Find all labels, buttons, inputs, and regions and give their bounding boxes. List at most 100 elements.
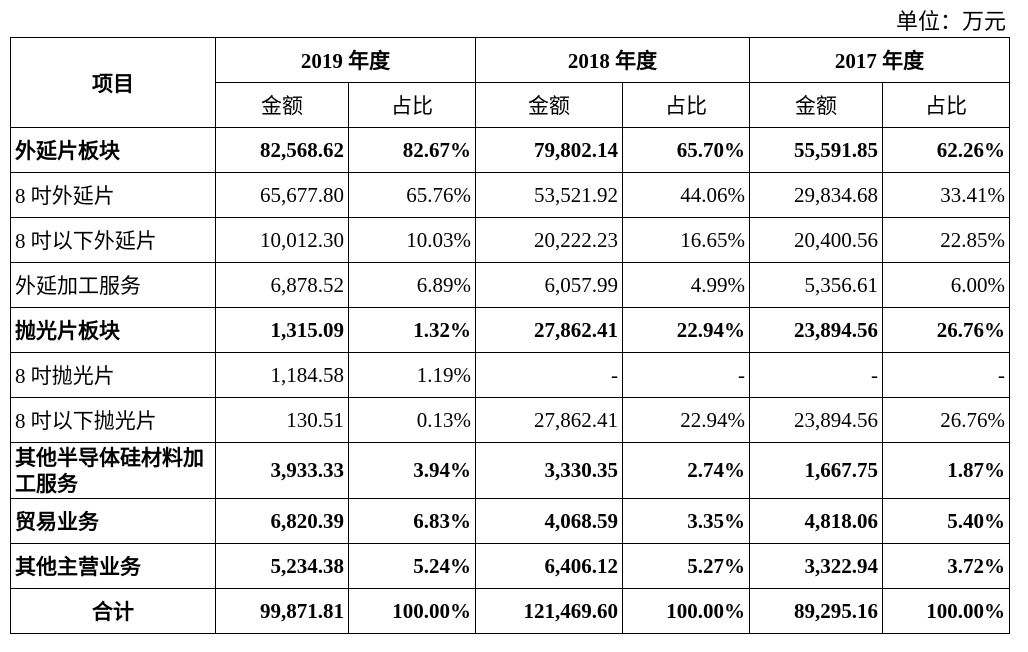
row-label: 8 吋外延片 bbox=[10, 172, 216, 218]
table-row: 其他主营业务 5,234.38 5.24% 6,406.12 5.27% 3,322.94… bbox=[10, 543, 1010, 589]
table-row: 8 吋以下抛光片 130.51 0.13% 27,862.41 22.94% 23,894… bbox=[10, 397, 1010, 443]
header-ratio: 占比 bbox=[348, 82, 476, 128]
amount-cell: 79,802.14 bbox=[475, 127, 623, 173]
ratio-cell: 3.94% bbox=[348, 442, 476, 499]
ratio-cell: 1.87% bbox=[882, 442, 1010, 499]
amount-cell: 121,469.60 bbox=[475, 588, 623, 634]
header-year-2019: 2019 年度 bbox=[215, 37, 476, 83]
revenue-table: 项目 2019 年度 2018 年度 2017 年度 金额 占比 金额 占比 金… bbox=[10, 37, 1010, 634]
ratio-cell: 0.13% bbox=[348, 397, 476, 443]
amount-cell: 82,568.62 bbox=[215, 127, 349, 173]
amount-cell: 27,862.41 bbox=[475, 397, 623, 443]
table-row: 抛光片板块 1,315.09 1.32% 27,862.41 22.94% 23,894.… bbox=[10, 307, 1010, 353]
amount-cell: 5,356.61 bbox=[749, 262, 883, 308]
ratio-cell: 44.06% bbox=[622, 172, 750, 218]
ratio-cell: 65.76% bbox=[348, 172, 476, 218]
header-amount: 金额 bbox=[475, 82, 623, 128]
header-amount: 金额 bbox=[215, 82, 349, 128]
amount-cell: 4,068.59 bbox=[475, 498, 623, 544]
amount-cell: 3,322.94 bbox=[749, 543, 883, 589]
ratio-cell: 5.27% bbox=[622, 543, 750, 589]
unit-label: 单位：万元 bbox=[895, 9, 1006, 34]
ratio-cell: 2.74% bbox=[622, 442, 750, 499]
amount-cell: 55,591.85 bbox=[749, 127, 883, 173]
amount-cell: 23,894.56 bbox=[749, 307, 883, 353]
ratio-cell: 26.76% bbox=[882, 307, 1010, 353]
amount-cell: 89,295.16 bbox=[749, 588, 883, 634]
ratio-cell: 22.94% bbox=[622, 307, 750, 353]
amount-cell: 6,406.12 bbox=[475, 543, 623, 589]
amount-cell: 20,222.23 bbox=[475, 217, 623, 263]
table-row: 8 吋外延片 65,677.80 65.76% 53,521.92 44.06% 29,8… bbox=[10, 172, 1010, 218]
ratio-cell: 6.83% bbox=[348, 498, 476, 544]
amount-cell: 23,894.56 bbox=[749, 397, 883, 443]
amount-cell: 6,878.52 bbox=[215, 262, 349, 308]
table-row: 8 吋抛光片 1,184.58 1.19% - - - - bbox=[10, 352, 1010, 398]
ratio-cell: - bbox=[882, 352, 1010, 398]
row-label: 外延加工服务 bbox=[10, 262, 216, 308]
row-label: 8 吋以下抛光片 bbox=[10, 397, 216, 443]
amount-cell: 20,400.56 bbox=[749, 217, 883, 263]
ratio-cell: 22.85% bbox=[882, 217, 1010, 263]
amount-cell: 65,677.80 bbox=[215, 172, 349, 218]
ratio-cell: 16.65% bbox=[622, 217, 750, 263]
table-body: 外延片板块 82,568.62 82.67% 79,802.14 65.70% 55,59… bbox=[10, 127, 1010, 634]
amount-cell: 6,057.99 bbox=[475, 262, 623, 308]
row-label: 8 吋以下外延片 bbox=[10, 217, 216, 263]
amount-cell: - bbox=[475, 352, 623, 398]
ratio-cell: 62.26% bbox=[882, 127, 1010, 173]
row-label: 其他半导体硅材料加工服务 bbox=[10, 442, 216, 499]
header-year-2017: 2017 年度 bbox=[749, 37, 1010, 83]
amount-cell: 10,012.30 bbox=[215, 217, 349, 263]
ratio-cell: 1.32% bbox=[348, 307, 476, 353]
ratio-cell: 5.40% bbox=[882, 498, 1010, 544]
amount-cell: 1,315.09 bbox=[215, 307, 349, 353]
header-amount: 金额 bbox=[749, 82, 883, 128]
ratio-cell: 10.03% bbox=[348, 217, 476, 263]
ratio-cell: 82.67% bbox=[348, 127, 476, 173]
ratio-cell: 26.76% bbox=[882, 397, 1010, 443]
table-row: 外延加工服务 6,878.52 6.89% 6,057.99 4.99% 5,356.61… bbox=[10, 262, 1010, 308]
row-label: 外延片板块 bbox=[10, 127, 216, 173]
header-year-2018: 2018 年度 bbox=[475, 37, 750, 83]
ratio-cell: 100.00% bbox=[348, 588, 476, 634]
table-row: 其他半导体硅材料加工服务 3,933.33 3.94% 3,330.35 2.74% 1,… bbox=[10, 442, 1010, 499]
ratio-cell: 33.41% bbox=[882, 172, 1010, 218]
amount-cell: 3,933.33 bbox=[215, 442, 349, 499]
amount-cell: 99,871.81 bbox=[215, 588, 349, 634]
amount-cell: 1,667.75 bbox=[749, 442, 883, 499]
row-label: 8 吋抛光片 bbox=[10, 352, 216, 398]
amount-cell: - bbox=[749, 352, 883, 398]
ratio-cell: 6.00% bbox=[882, 262, 1010, 308]
ratio-cell: 6.89% bbox=[348, 262, 476, 308]
row-label: 其他主营业务 bbox=[10, 543, 216, 589]
amount-cell: 130.51 bbox=[215, 397, 349, 443]
ratio-cell: 1.19% bbox=[348, 352, 476, 398]
row-label: 贸易业务 bbox=[10, 498, 216, 544]
amount-cell: 27,862.41 bbox=[475, 307, 623, 353]
table-row: 8 吋以下外延片 10,012.30 10.03% 20,222.23 16.65% 20… bbox=[10, 217, 1010, 263]
table-row: 贸易业务 6,820.39 6.83% 4,068.59 3.35% 4,818.06 5.… bbox=[10, 498, 1010, 544]
row-label: 合计 bbox=[10, 588, 216, 634]
ratio-cell: - bbox=[622, 352, 750, 398]
ratio-cell: 3.72% bbox=[882, 543, 1010, 589]
header-ratio: 占比 bbox=[882, 82, 1010, 128]
amount-cell: 3,330.35 bbox=[475, 442, 623, 499]
amount-cell: 1,184.58 bbox=[215, 352, 349, 398]
amount-cell: 29,834.68 bbox=[749, 172, 883, 218]
ratio-cell: 100.00% bbox=[622, 588, 750, 634]
amount-cell: 5,234.38 bbox=[215, 543, 349, 589]
table-row: 外延片板块 82,568.62 82.67% 79,802.14 65.70% 55,59… bbox=[10, 127, 1010, 173]
ratio-cell: 3.35% bbox=[622, 498, 750, 544]
ratio-cell: 5.24% bbox=[348, 543, 476, 589]
table-row: 合计 99,871.81 100.00% 121,469.60 100.00% 89,29… bbox=[10, 588, 1010, 634]
amount-cell: 4,818.06 bbox=[749, 498, 883, 544]
ratio-cell: 22.94% bbox=[622, 397, 750, 443]
ratio-cell: 100.00% bbox=[882, 588, 1010, 634]
header-ratio: 占比 bbox=[622, 82, 750, 128]
ratio-cell: 4.99% bbox=[622, 262, 750, 308]
row-label: 抛光片板块 bbox=[10, 307, 216, 353]
header-item: 项目 bbox=[10, 37, 216, 128]
ratio-cell: 65.70% bbox=[622, 127, 750, 173]
amount-cell: 6,820.39 bbox=[215, 498, 349, 544]
